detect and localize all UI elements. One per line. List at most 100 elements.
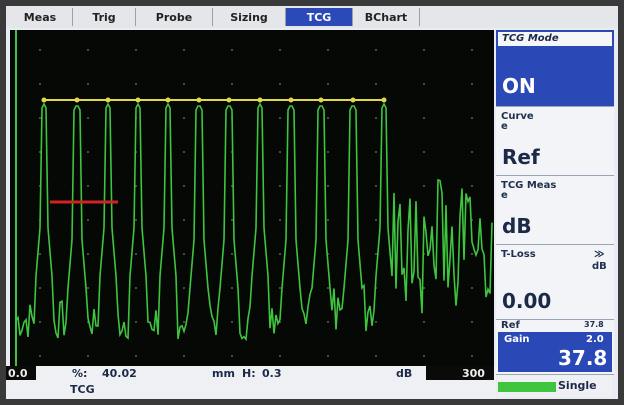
single-indicator	[498, 382, 556, 392]
grid-dot	[279, 287, 281, 289]
echo-trace-line	[15, 102, 493, 342]
tcg-point	[318, 97, 324, 103]
single-status: Single	[498, 375, 612, 397]
grid-dot	[327, 83, 329, 85]
tab-bar: Meas Trig Probe Sizing TCG BChart	[6, 6, 618, 28]
grid-dot	[423, 185, 425, 187]
gain-box[interactable]: Gain 2.0 37.8	[498, 332, 612, 372]
readout-symbol: %:	[72, 367, 88, 380]
grid-dot	[375, 185, 377, 187]
grid-dot	[87, 117, 89, 119]
grid-dot	[39, 287, 41, 289]
grid-dot	[375, 253, 377, 255]
gain-label: Gain	[504, 334, 530, 345]
tab-meas[interactable]: Meas	[8, 8, 73, 26]
tab-probe[interactable]: Probe	[136, 8, 213, 26]
grid-dot	[327, 117, 329, 119]
tab-sizing[interactable]: Sizing	[213, 8, 286, 26]
grid-dot	[279, 253, 281, 255]
grid-dot	[87, 83, 89, 85]
x-max-box	[426, 366, 494, 380]
curve-box[interactable]: Curve e Ref	[496, 107, 614, 176]
grid-dot	[39, 117, 41, 119]
grid-dot	[471, 151, 473, 153]
grid-dot	[471, 185, 473, 187]
grid-dot	[471, 355, 473, 357]
grid-dot	[183, 151, 185, 153]
x-max-label: 300	[462, 367, 485, 380]
single-label: Single	[558, 379, 597, 392]
h-value: 0.3	[262, 367, 282, 380]
grid-dot	[231, 253, 233, 255]
grid-dot	[87, 253, 89, 255]
grid-dot	[135, 355, 137, 357]
tcg-point	[74, 97, 80, 103]
grid-dot	[183, 355, 185, 357]
tcg-point	[135, 97, 141, 103]
tcg-meas-sub: e	[501, 190, 508, 201]
tcg-mode-value: ON	[502, 74, 536, 98]
tab-tcg[interactable]: TCG	[286, 8, 353, 26]
grid-dot	[231, 321, 233, 323]
db-label: dB	[396, 367, 413, 380]
grid-dot	[375, 83, 377, 85]
grid-dots	[39, 49, 473, 357]
grid-dot	[231, 49, 233, 51]
grid-dot	[327, 321, 329, 323]
tab-bchart[interactable]: BChart	[353, 8, 420, 26]
grid-dot	[87, 185, 89, 187]
grid-dot	[183, 287, 185, 289]
tcg-curve-points	[41, 97, 387, 103]
grid-dot	[87, 219, 89, 221]
grid-dot	[135, 219, 137, 221]
grid-dot	[375, 219, 377, 221]
curve-sub: e	[501, 121, 508, 132]
grid-dot	[39, 83, 41, 85]
grid-dot	[183, 83, 185, 85]
grid-dot	[471, 49, 473, 51]
grid-dot	[279, 117, 281, 119]
grid-dot	[423, 49, 425, 51]
grid-dot	[327, 355, 329, 357]
grid-dot	[279, 151, 281, 153]
grid-dot	[87, 151, 89, 153]
tcg-point	[165, 97, 171, 103]
double-arrow-icon: ≫	[594, 249, 605, 260]
ref-label: Ref	[501, 320, 520, 331]
grid-dot	[375, 355, 377, 357]
grid-dot	[135, 253, 137, 255]
tcg-mode-label: TCG Mode	[498, 32, 612, 46]
grid-dot	[87, 355, 89, 357]
tab-trig[interactable]: Trig	[73, 8, 136, 26]
grid-dot	[375, 49, 377, 51]
grid-dot	[279, 49, 281, 51]
grid-dot	[375, 151, 377, 153]
grid-dot	[135, 287, 137, 289]
tcg-point	[288, 97, 294, 103]
grid-dot	[423, 83, 425, 85]
x-min-label: 0.0	[8, 367, 28, 380]
tcg-meas-box[interactable]: TCG Meas e dB	[496, 176, 614, 245]
grid-dot	[135, 83, 137, 85]
t-loss-box[interactable]: T-Loss ≫ dB 0.00	[496, 245, 614, 320]
instrument-screen: Meas Trig Probe Sizing TCG BChart 0.0 %:…	[6, 6, 618, 399]
grid-dot	[471, 83, 473, 85]
echo-trace	[15, 102, 493, 342]
grid-dot	[375, 117, 377, 119]
grid-dot	[471, 253, 473, 255]
grid-dot	[87, 49, 89, 51]
x-min-box	[6, 366, 36, 380]
grid-dot	[279, 83, 281, 85]
gain-panel[interactable]: Ref 37.8 Gain 2.0 37.8	[496, 320, 614, 375]
gain-value: 37.8	[558, 346, 608, 370]
grid-dot	[327, 151, 329, 153]
grid-dot	[183, 49, 185, 51]
status-bar: 0.0 %: 40.02 mm H: 0.3 dB 300 TCG	[6, 366, 496, 399]
grid-dot	[135, 49, 137, 51]
tcg-mode-box[interactable]: TCG Mode ON	[496, 30, 614, 107]
grid-dot	[39, 253, 41, 255]
grid-dot	[135, 321, 137, 323]
grid-dot	[471, 287, 473, 289]
grid-dot	[423, 287, 425, 289]
tcg-point	[196, 97, 202, 103]
